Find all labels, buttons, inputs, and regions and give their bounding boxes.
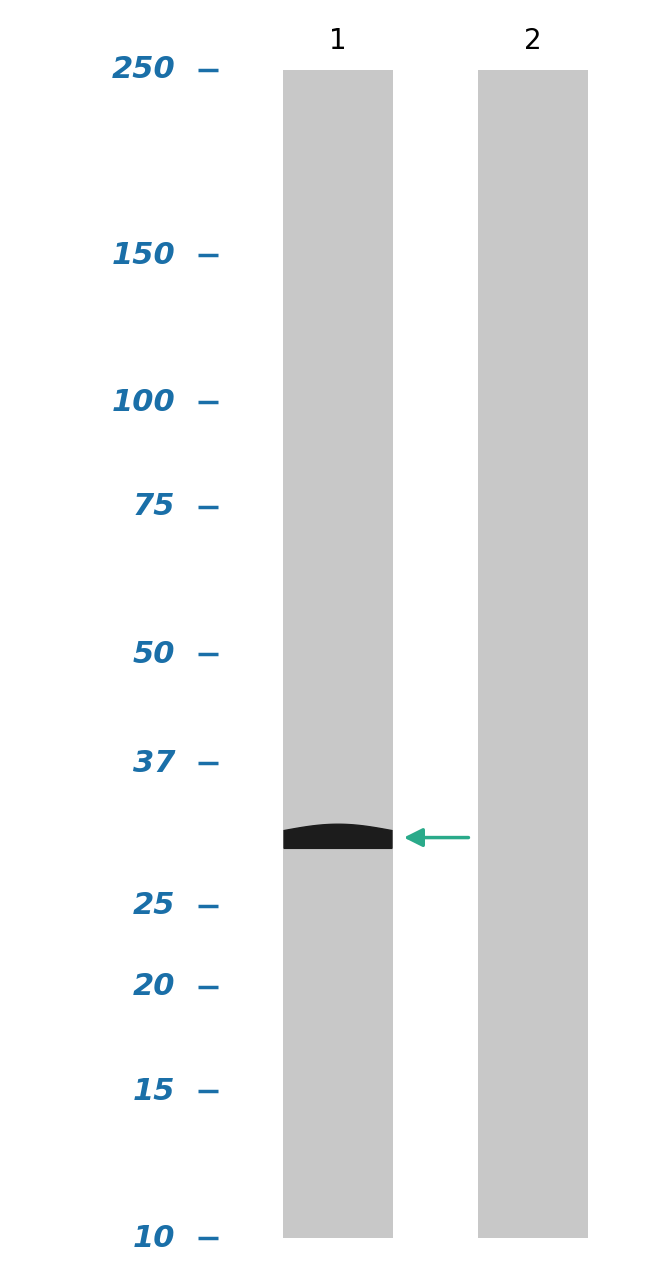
Text: 250: 250	[112, 56, 176, 84]
Bar	[283, 70, 393, 1238]
Text: 25: 25	[133, 892, 176, 921]
Bar	[478, 70, 588, 1238]
Text: 1: 1	[329, 27, 347, 55]
Text: 2: 2	[524, 27, 542, 55]
Text: 15: 15	[133, 1077, 176, 1106]
Text: 50: 50	[133, 640, 176, 668]
Text: 20: 20	[133, 972, 176, 1001]
Text: 37: 37	[133, 749, 176, 777]
Text: 75: 75	[133, 493, 176, 522]
Text: 150: 150	[112, 241, 176, 269]
Text: 100: 100	[112, 387, 176, 417]
Text: 10: 10	[133, 1224, 176, 1252]
Polygon shape	[284, 824, 392, 848]
